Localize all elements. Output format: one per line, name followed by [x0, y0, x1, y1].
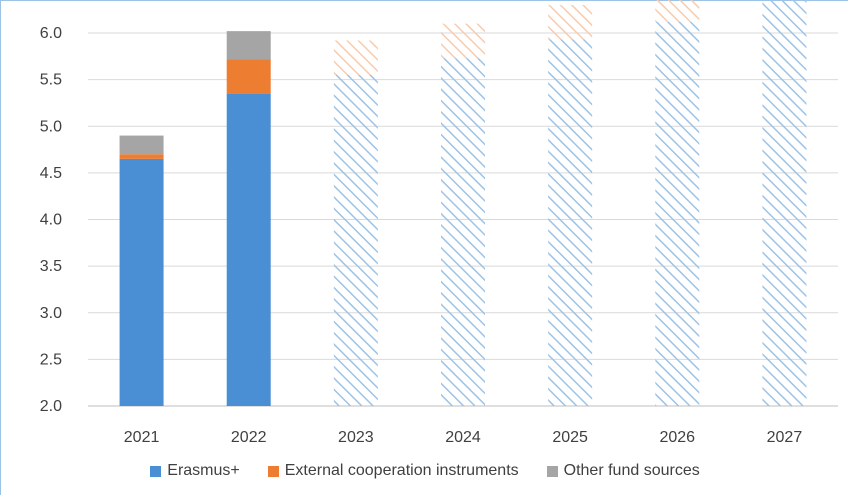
y-tick-label: 3.5 [40, 258, 62, 275]
bar-segment [441, 58, 485, 407]
y-tick-label: 6.0 [40, 25, 62, 42]
x-tick-label: 2026 [659, 429, 695, 446]
bar-segment [333, 40, 378, 75]
bar-segment [762, 0, 807, 406]
legend-item-other: Other fund sources [546, 462, 700, 480]
bar-segment [548, 5, 593, 40]
x-tick-label: 2023 [338, 429, 374, 446]
x-tick-label: 2021 [124, 429, 160, 446]
y-tick-label: 2.5 [40, 351, 62, 368]
bar-segment [119, 135, 164, 155]
x-tick-label: 2027 [767, 429, 803, 446]
y-axis: 2.0 2.5 3.0 3.5 4.0 4.5 5.0 5.5 6.0 [40, 25, 62, 415]
legend-item-external: External cooperation instruments [267, 462, 519, 480]
legend-swatch-external [267, 465, 279, 477]
bar-segment [226, 31, 271, 60]
bars [119, 0, 807, 407]
legend-swatch-other [546, 465, 558, 477]
bar-segment [333, 74, 378, 407]
legend-label-other: Other fund sources [563, 462, 700, 479]
bar-segment [226, 59, 271, 94]
bar-segment [548, 39, 593, 407]
legend-swatch-erasmus [150, 465, 162, 477]
x-tick-label: 2025 [552, 429, 588, 446]
legend: Erasmus+ External cooperation instrument… [0, 462, 850, 480]
legend-label-external: External cooperation instruments [284, 462, 519, 479]
y-tick-label: 2.0 [40, 398, 62, 415]
legend-item-erasmus: Erasmus+ [150, 462, 240, 480]
bar-segment [119, 158, 164, 406]
y-tick-label: 5.5 [40, 72, 62, 89]
bar-segment [226, 93, 271, 407]
bar-segment [655, 0, 700, 22]
bar-segment [119, 154, 164, 159]
y-tick-label: 4.5 [40, 165, 62, 182]
x-tick-label: 2022 [231, 429, 267, 446]
x-axis: 2021 2022 2023 2024 2025 2026 2027 [124, 429, 803, 446]
x-tick-label: 2024 [445, 429, 481, 446]
y-tick-label: 3.0 [40, 305, 62, 322]
y-tick-label: 5.0 [40, 118, 62, 135]
legend-label-erasmus: Erasmus+ [167, 462, 240, 479]
bar-segment [441, 23, 485, 59]
bar-segment [655, 21, 700, 407]
y-tick-label: 4.0 [40, 212, 62, 229]
